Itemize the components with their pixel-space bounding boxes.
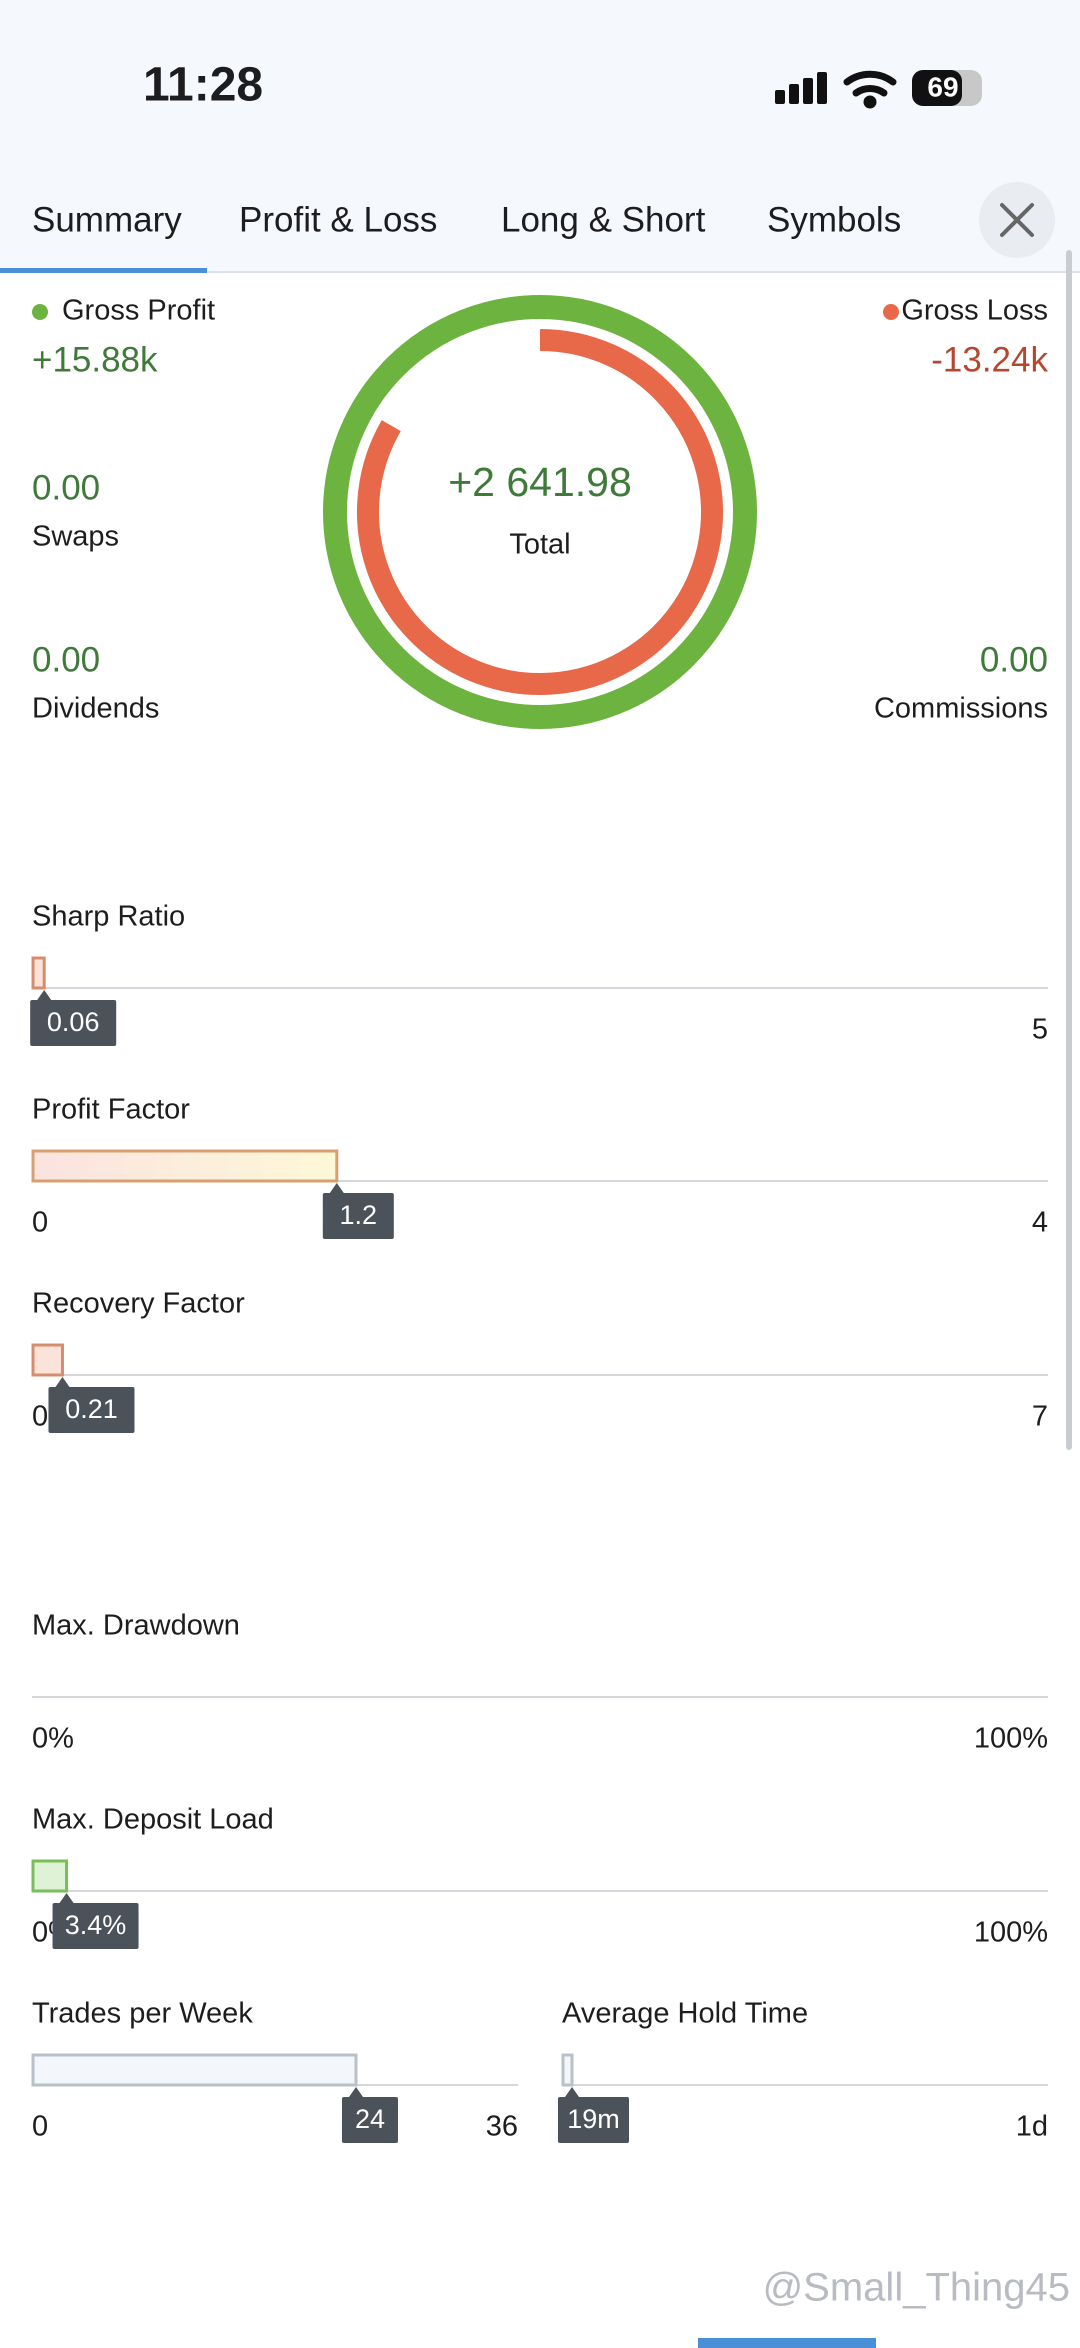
gauge-label: Max. Deposit Load (32, 1804, 274, 1836)
gauge-value-label: 24 (355, 2104, 385, 2134)
gauge-bar (561, 2053, 574, 2087)
gauge-badge-pointer (37, 990, 52, 1000)
gauge-badge-pointer (565, 2087, 579, 2097)
gross-loss-label: Gross Loss (901, 295, 1048, 327)
gauge-tick-label: 36 (486, 2111, 518, 2143)
tab[interactable]: Profit & Loss (239, 200, 437, 239)
gauge-bar (31, 1859, 69, 1893)
tab-indicator (0, 268, 207, 273)
dividends-value: 0.00 (32, 640, 100, 679)
bottom-tab (698, 2338, 876, 2348)
dividends-label: Dividends (32, 693, 159, 725)
battery-text: 69 (927, 71, 958, 102)
gross-loss-arc (357, 329, 723, 695)
total-value: +2 641.98 (448, 459, 632, 505)
gauge-badge-pointer (349, 2087, 363, 2097)
gauge-value-label: 0.21 (65, 1394, 118, 1424)
gauge-label: Trades per Week (32, 1998, 253, 2030)
gross-profit-ring (323, 295, 757, 729)
gauge-tick-label: 0 (32, 1401, 48, 1433)
gauge-bar (31, 956, 46, 990)
gauge-value-label: 0.06 (47, 1007, 100, 1037)
scrollbar (1066, 250, 1072, 1450)
gauge-tick-label: 4 (1032, 1207, 1048, 1239)
gauge-label: Sharp Ratio (32, 901, 185, 933)
close-button[interactable] (979, 182, 1055, 258)
gauge-bar (31, 1149, 339, 1183)
gauge-label: Recovery Factor (32, 1288, 245, 1320)
gauge-badge (342, 2097, 398, 2143)
commissions-label: Commissions (874, 693, 1048, 725)
gross-profit-label: Gross Profit (62, 295, 215, 327)
tab[interactable]: Symbols (767, 200, 901, 239)
gauge-tick-label: 7 (1032, 1401, 1048, 1433)
gauge-bar (31, 1343, 64, 1377)
swaps-label: Swaps (32, 521, 119, 553)
status-time: 11:28 (143, 59, 263, 112)
gauge-badge (558, 2097, 629, 2143)
gauge-badge-pointer (329, 1183, 344, 1193)
gauge-bar (31, 2053, 358, 2087)
gauge-tick-label: 100% (974, 1917, 1048, 1949)
gauge-badge-pointer (59, 1893, 74, 1903)
gauge-value-label: 3.4% (65, 1910, 127, 1940)
watermark: @Small_Thing45 (763, 2266, 1070, 2310)
wifi-icon (843, 70, 897, 109)
gauge-badge (52, 1903, 139, 1949)
battery-level (912, 70, 962, 106)
tab[interactable]: Summary (32, 200, 182, 239)
swaps-value: 0.00 (32, 468, 100, 507)
gauge-tick-label: 0% (32, 1723, 74, 1755)
gauge-badge-pointer (55, 1377, 70, 1387)
gauge-label: Average Hold Time (562, 1998, 808, 2030)
gauge-badge (30, 1000, 117, 1046)
gauge-tick-label: 0 (32, 2111, 48, 2143)
gauge-label: Max. Drawdown (32, 1610, 240, 1642)
legend-dot (883, 304, 899, 320)
legend-dot (32, 304, 48, 320)
gauge-tick-label: 1d (1016, 2111, 1048, 2143)
gauge-tick-label: 5 (1032, 1014, 1048, 1046)
signal-icon (775, 72, 827, 104)
gauge-badge (322, 1193, 394, 1239)
header-bg (0, 0, 1080, 272)
tab[interactable]: Long & Short (501, 200, 706, 239)
commissions-value: 0.00 (980, 640, 1048, 679)
gauge-tick-label: 0 (32, 1207, 48, 1239)
gauge-tick-label: 100% (974, 1723, 1048, 1755)
gross-profit-value: +15.88k (32, 340, 158, 379)
gauge-badge (48, 1387, 135, 1433)
gauge-value-label: 1.2 (340, 1200, 378, 1230)
gauge-value-label: 19m (567, 2104, 620, 2134)
total-label: Total (509, 529, 570, 561)
donut (323, 295, 757, 729)
gross-loss-value: -13.24k (931, 340, 1048, 379)
gauge-label: Profit Factor (32, 1094, 190, 1126)
gauges: Sharp Ratio 5 0.06 Profit Factor 0 4 1.2 Recove… (30, 901, 1048, 2143)
